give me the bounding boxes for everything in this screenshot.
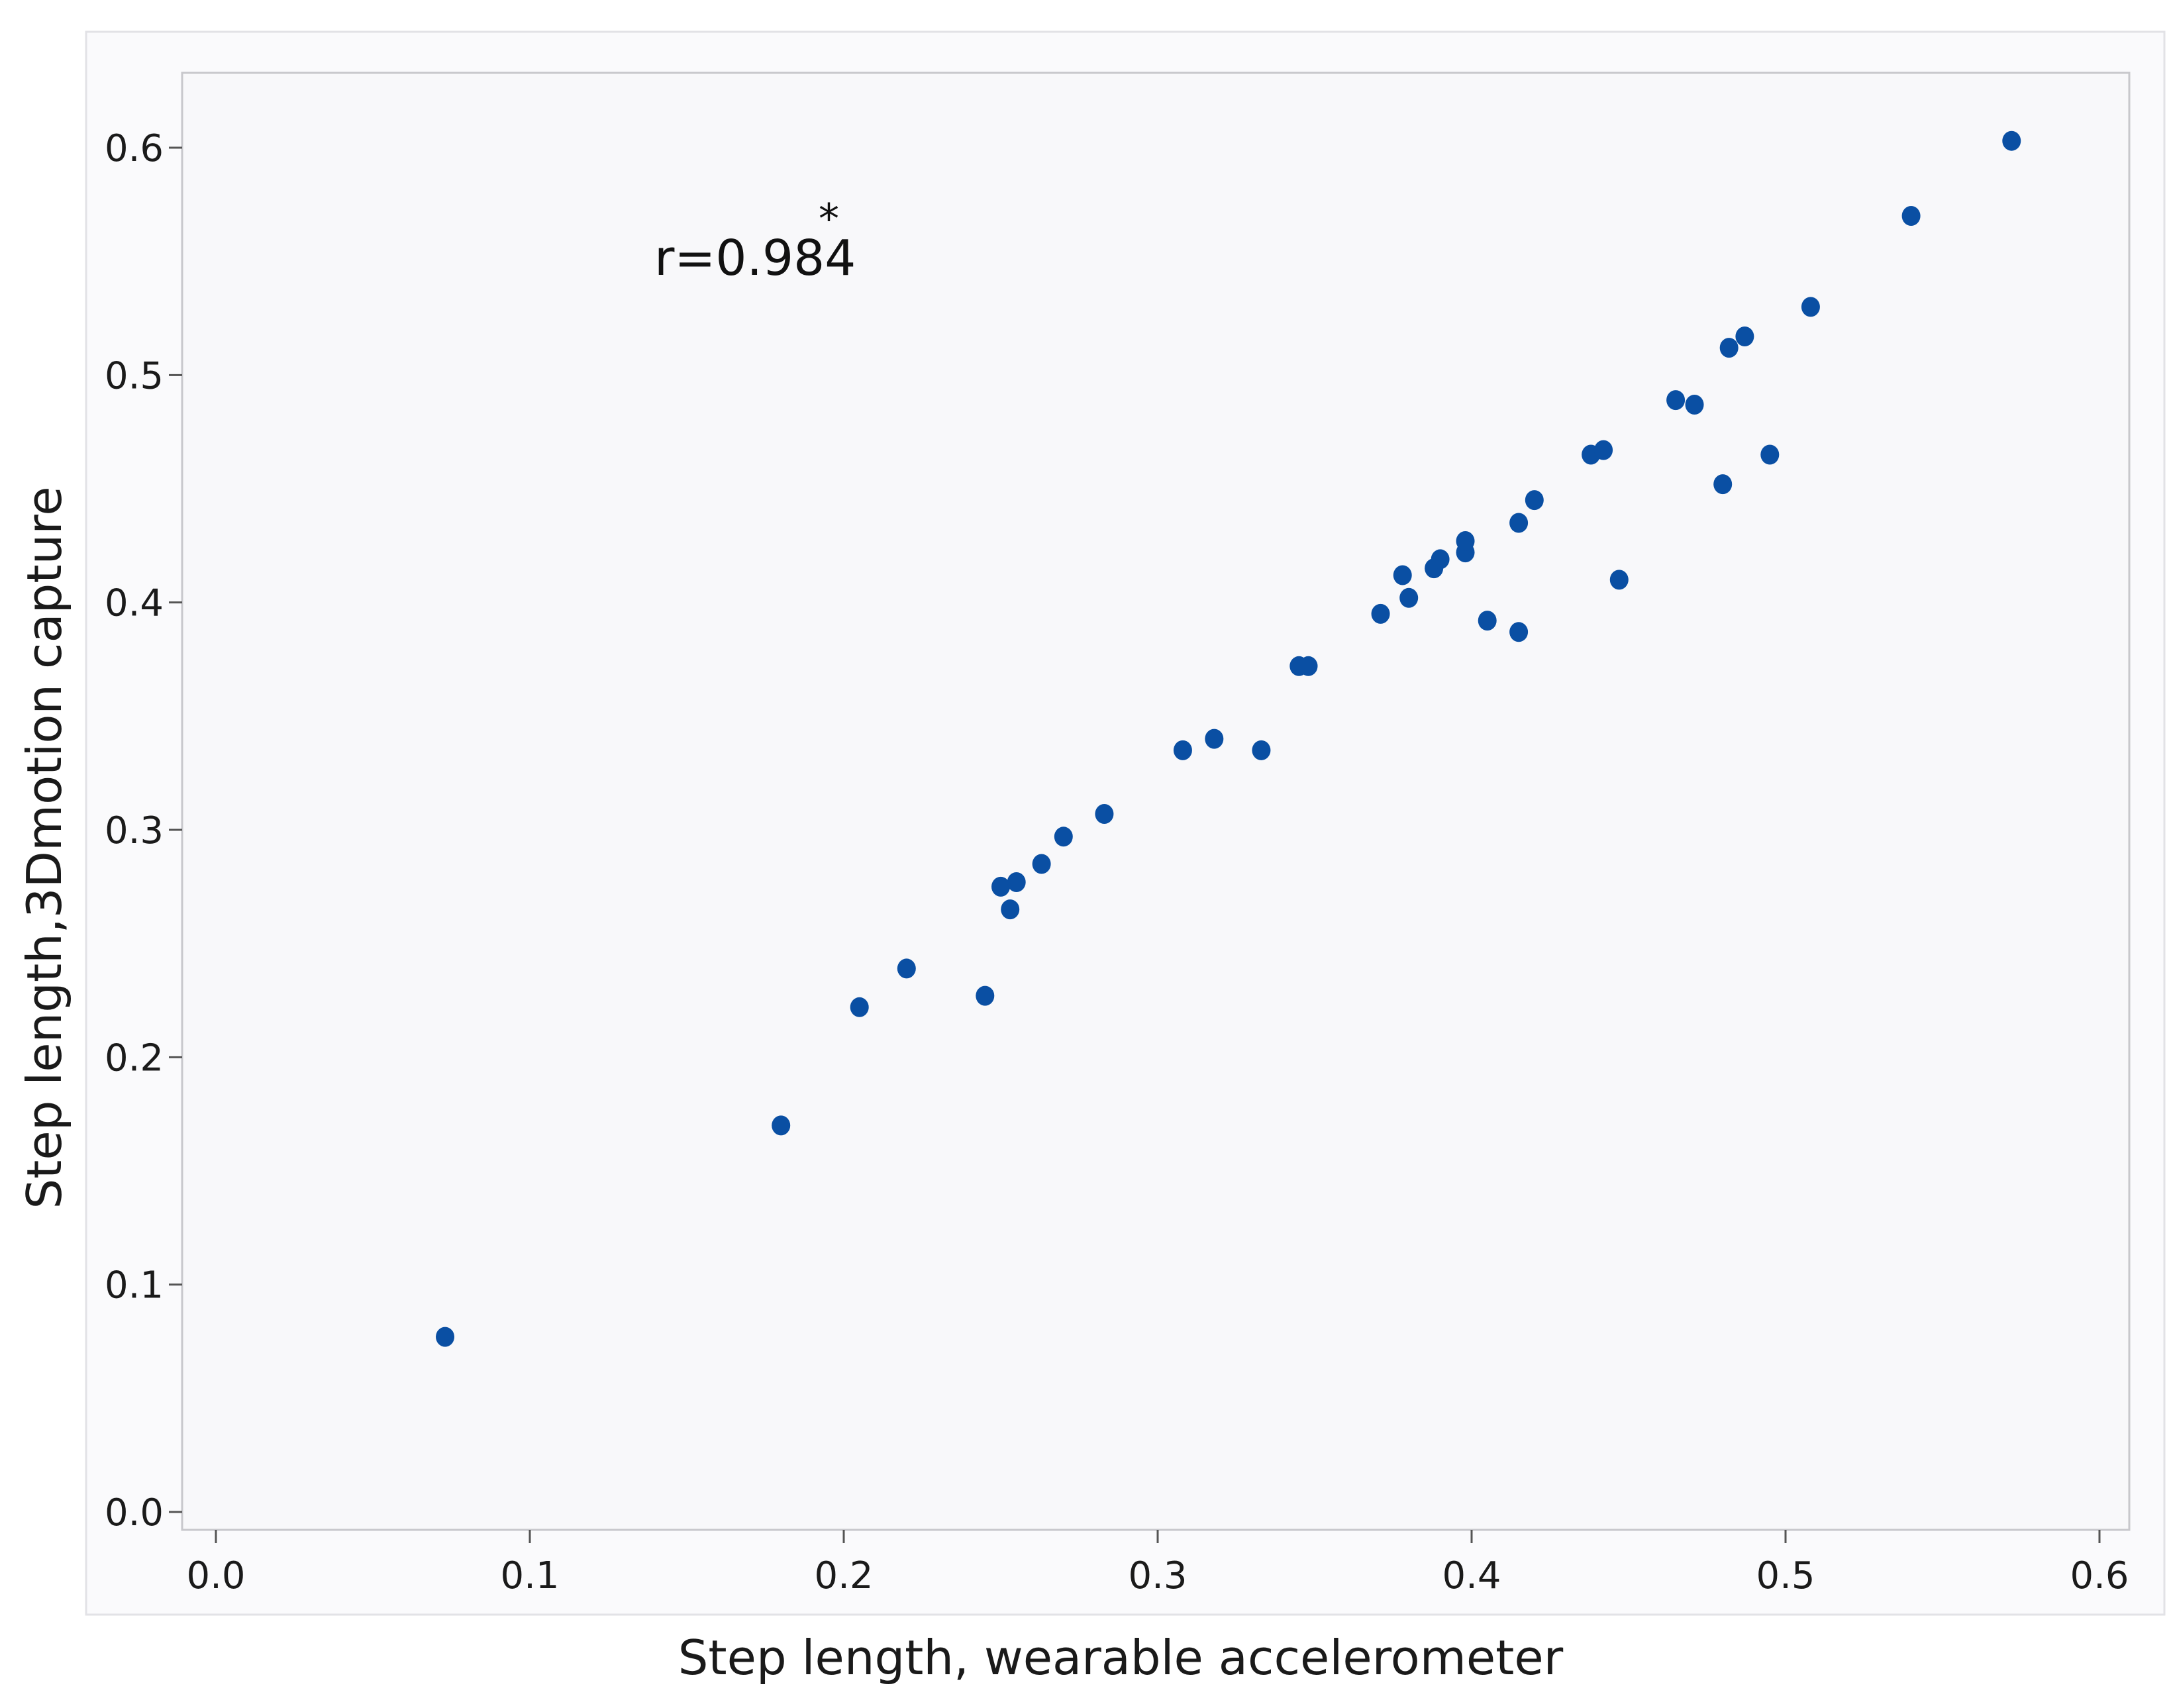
data-point	[1509, 513, 1529, 533]
data-point	[1054, 827, 1073, 847]
data-point	[1456, 530, 1475, 551]
y-tick-label: 0.1	[105, 1264, 164, 1307]
data-point	[1252, 740, 1271, 760]
x-tick-label: 0.6	[2070, 1554, 2129, 1597]
x-tick-label: 0.3	[1128, 1554, 1187, 1597]
data-point	[1205, 728, 1224, 749]
data-point	[1609, 570, 1629, 590]
y-tick-label: 0.5	[105, 354, 164, 397]
data-point	[1001, 899, 1020, 920]
x-tick-label: 0.2	[814, 1554, 873, 1597]
x-tick-label: 0.5	[1756, 1554, 1815, 1597]
data-point	[1478, 611, 1497, 631]
data-point	[1685, 394, 1704, 415]
y-tick-label: 0.2	[105, 1036, 164, 1080]
data-point	[1393, 565, 1412, 585]
y-tick-label: 0.6	[105, 127, 164, 170]
data-point	[1801, 297, 1820, 317]
data-point	[1032, 854, 1051, 874]
data-point	[1735, 326, 1754, 346]
x-axis: 0.0 0.1 0.2 0.3 0.4 0.5 0.6	[186, 1530, 2129, 1597]
data-point	[1760, 444, 1780, 465]
data-point	[772, 1115, 791, 1136]
data-point	[897, 958, 916, 979]
data-point	[1371, 603, 1390, 624]
data-point	[1173, 740, 1192, 760]
data-point	[1525, 490, 1544, 511]
data-points	[436, 130, 2021, 1347]
y-axis: 0.0 0.1 0.2 0.3 0.4 0.5 0.6	[105, 127, 182, 1534]
x-axis-label: Step length, wearable accelerometer	[678, 1630, 1564, 1685]
data-point	[436, 1327, 455, 1347]
y-tick-label: 0.0	[105, 1491, 164, 1534]
data-point	[1901, 206, 1921, 226]
data-point	[1431, 549, 1450, 570]
correlation-annotation: r=0.984	[654, 230, 856, 287]
y-tick-label: 0.3	[105, 809, 164, 852]
y-tick-label: 0.4	[105, 582, 164, 625]
x-tick-label: 0.0	[186, 1554, 245, 1597]
data-point	[1594, 440, 1613, 460]
plot-area	[181, 72, 2131, 1531]
data-point	[850, 997, 869, 1017]
data-point	[1299, 656, 1318, 676]
y-axis-label: Step length,3Dmotion capture	[17, 486, 72, 1209]
data-point	[2002, 130, 2021, 151]
x-tick-label: 0.1	[500, 1554, 559, 1597]
data-point	[1719, 338, 1739, 358]
data-point	[976, 985, 995, 1006]
significance-marker: *	[819, 195, 839, 243]
data-point	[991, 876, 1010, 897]
data-point	[1095, 803, 1114, 824]
data-point	[1713, 474, 1733, 495]
data-point	[1399, 587, 1419, 608]
data-point	[1666, 390, 1686, 411]
data-point	[1509, 622, 1529, 642]
x-tick-label: 0.4	[1442, 1554, 1501, 1597]
data-point	[1007, 872, 1026, 892]
